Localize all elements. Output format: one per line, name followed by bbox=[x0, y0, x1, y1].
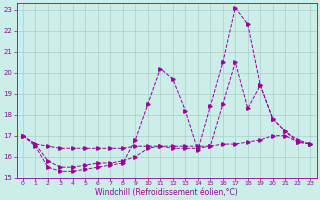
X-axis label: Windchill (Refroidissement éolien,°C): Windchill (Refroidissement éolien,°C) bbox=[95, 188, 238, 197]
